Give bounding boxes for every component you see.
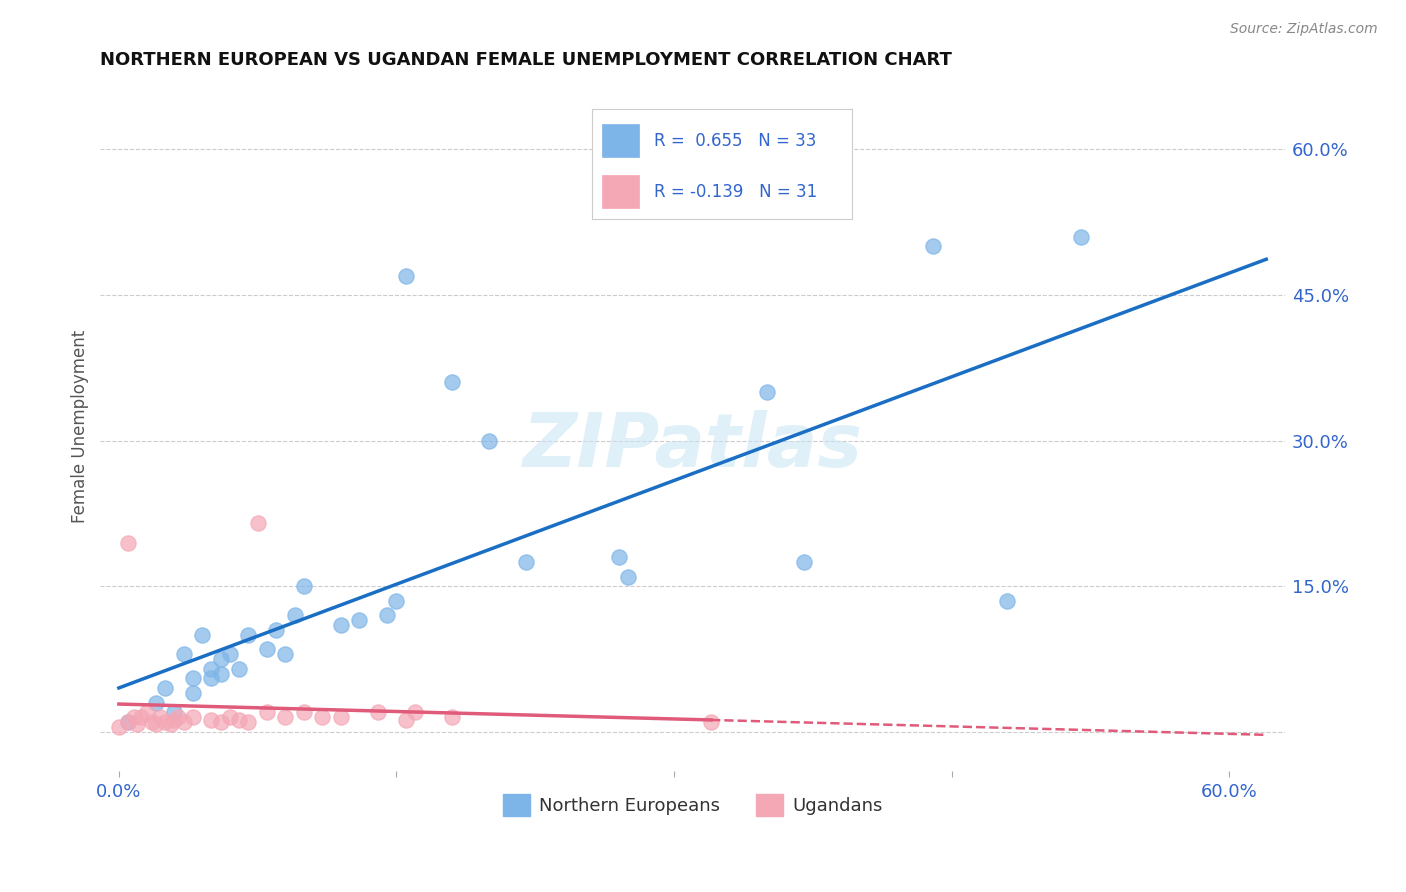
Point [256, 642, 278, 657]
Point [219, 710, 242, 724]
Point [284, 608, 307, 623]
Point [264, 623, 287, 637]
Point [117, 715, 139, 730]
Point [228, 713, 250, 727]
Text: NORTHERN EUROPEAN VS UGANDAN FEMALE UNEMPLOYMENT CORRELATION CHART: NORTHERN EUROPEAN VS UGANDAN FEMALE UNEM… [100, 51, 952, 69]
Legend: Northern Europeans, Ugandans: Northern Europeans, Ugandans [495, 788, 890, 823]
Point [209, 652, 232, 666]
Point [385, 594, 408, 608]
Point [404, 706, 426, 720]
Point [163, 706, 186, 720]
Point [148, 710, 170, 724]
Point [515, 555, 537, 569]
Point [395, 713, 418, 727]
Point [127, 717, 149, 731]
Point [153, 715, 176, 730]
Point [145, 696, 167, 710]
Point [274, 647, 297, 661]
Point [375, 608, 398, 623]
Point [167, 710, 190, 724]
Point [209, 715, 232, 730]
Point [228, 662, 250, 676]
Point [274, 710, 297, 724]
Point [311, 710, 333, 724]
Point [117, 535, 139, 549]
Point [238, 628, 260, 642]
Point [181, 686, 204, 700]
Point [129, 710, 152, 724]
Point [117, 715, 139, 730]
Point [256, 706, 278, 720]
Point [181, 710, 204, 724]
Point [108, 720, 131, 734]
Point [219, 647, 242, 661]
Point [995, 594, 1018, 608]
Point [793, 555, 815, 569]
Point [478, 434, 501, 448]
Point [329, 618, 352, 632]
Point [159, 717, 181, 731]
Point [173, 715, 195, 730]
Point [292, 706, 315, 720]
Point [191, 628, 214, 642]
Point [440, 710, 463, 724]
Point [238, 715, 260, 730]
Text: ZIPatlas: ZIPatlas [523, 410, 862, 483]
Point [122, 710, 145, 724]
Point [367, 706, 389, 720]
Point [200, 662, 222, 676]
Point [329, 710, 352, 724]
Point [616, 569, 638, 583]
Text: Source: ZipAtlas.com: Source: ZipAtlas.com [1230, 22, 1378, 37]
Point [200, 672, 222, 686]
Point [700, 715, 723, 730]
Point [755, 385, 778, 400]
Point [292, 579, 315, 593]
Point [181, 672, 204, 686]
Point [349, 613, 371, 627]
Y-axis label: Female Unemployment: Female Unemployment [72, 329, 89, 523]
Point [153, 681, 176, 695]
Point [173, 647, 195, 661]
Point [209, 666, 232, 681]
Point [145, 717, 167, 731]
Point [395, 268, 418, 283]
Point [1070, 229, 1092, 244]
Point [607, 550, 630, 565]
Point [200, 713, 222, 727]
Point [141, 715, 163, 730]
Point [440, 376, 463, 390]
Point [135, 706, 157, 720]
Point [922, 239, 945, 253]
Point [163, 713, 186, 727]
Point [246, 516, 269, 530]
